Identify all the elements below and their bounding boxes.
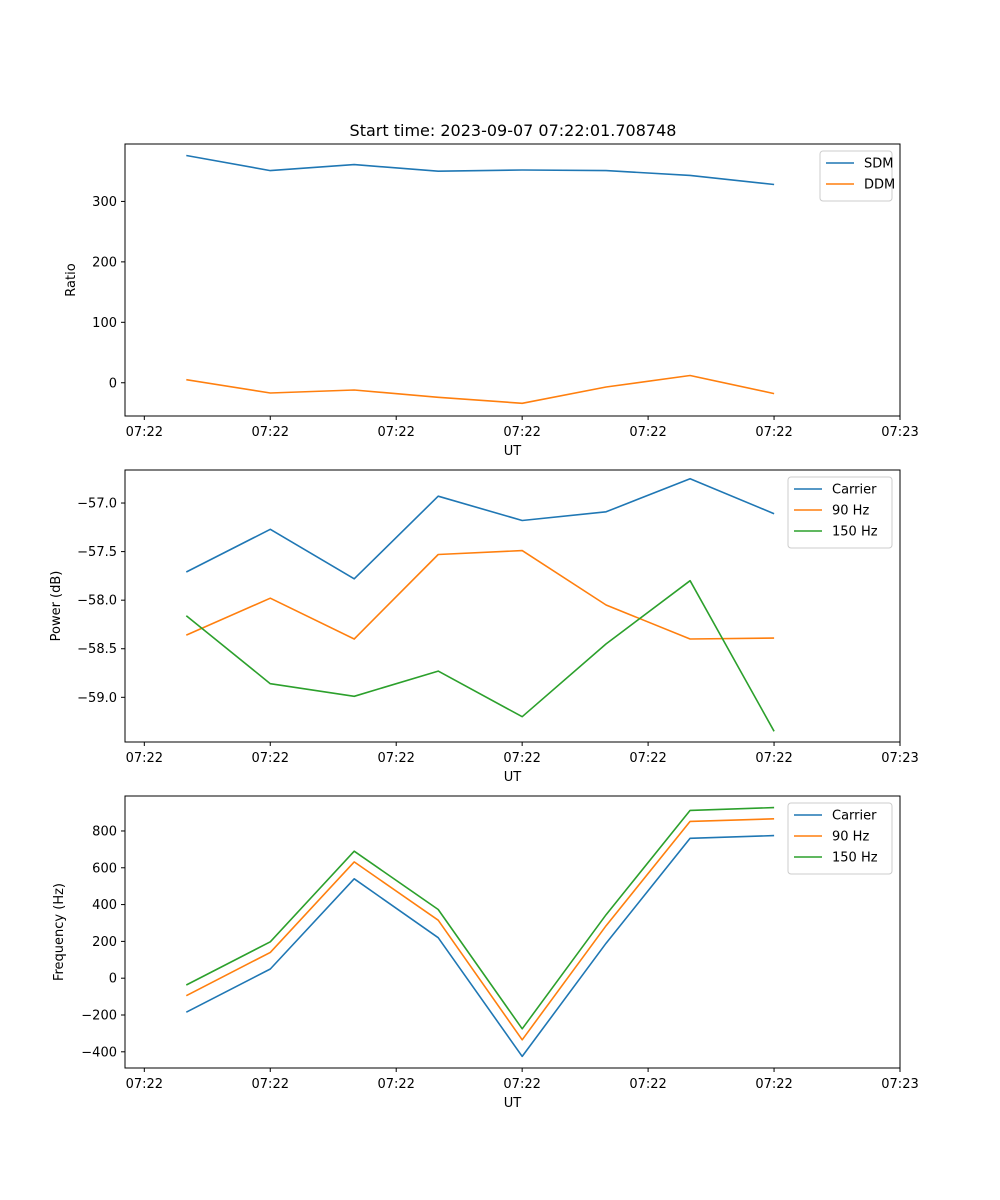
x-tick-label: 07:23 bbox=[881, 1077, 918, 1092]
x-tick-label: 07:22 bbox=[126, 1077, 163, 1092]
y-tick-label: 100 bbox=[92, 316, 117, 331]
x-tick-label: 07:22 bbox=[503, 751, 540, 766]
x-tick-label: 07:22 bbox=[252, 1077, 289, 1092]
y-tick-label: −59.0 bbox=[77, 691, 117, 706]
y-axis-label: Ratio bbox=[64, 263, 79, 296]
x-tick-label: 07:22 bbox=[377, 425, 414, 440]
series-line-90-hz bbox=[185, 549, 775, 640]
x-tick-label: 07:22 bbox=[503, 425, 540, 440]
series-line-sdm bbox=[186, 154, 775, 186]
series-line-ddm bbox=[186, 374, 775, 405]
y-tick-label: 0 bbox=[109, 376, 117, 391]
y-tick-label: −57.0 bbox=[77, 497, 117, 512]
legend-label: 150 Hz bbox=[832, 525, 878, 540]
y-axis-label: Frequency (Hz) bbox=[52, 883, 67, 981]
x-tick-label: 07:22 bbox=[377, 1077, 414, 1092]
legend: Carrier 90 Hz 150 Hz bbox=[787, 802, 893, 875]
y-axis-label: Power (dB) bbox=[49, 571, 64, 642]
x-tick-label: 07:22 bbox=[503, 1077, 540, 1092]
legend: SDM DDM bbox=[819, 150, 895, 202]
legend-label: 90 Hz bbox=[832, 504, 869, 519]
x-axis-label: UT bbox=[504, 1096, 522, 1111]
y-tick-label: −58.5 bbox=[77, 642, 117, 657]
x-tick-label: 07:23 bbox=[881, 751, 918, 766]
x-tick-label: 07:22 bbox=[629, 425, 666, 440]
x-axis-label: UT bbox=[504, 770, 522, 785]
x-tick-label: 07:22 bbox=[629, 751, 666, 766]
frequency-panel: 07:22 07:22 07:22 07:22 07:22 07:22 07:23 −400 −… bbox=[52, 795, 919, 1111]
y-tick-label: 400 bbox=[92, 898, 117, 913]
y-tick-label: 200 bbox=[92, 255, 117, 270]
x-tick-label: 07:22 bbox=[126, 751, 163, 766]
x-axis-label: UT bbox=[504, 444, 522, 459]
x-tick-label: 07:22 bbox=[377, 751, 414, 766]
legend: Carrier 90 Hz 150 Hz bbox=[787, 476, 893, 549]
axes-frame bbox=[124, 143, 901, 417]
y-tick-label: −200 bbox=[81, 1008, 117, 1023]
legend-label: 90 Hz bbox=[832, 830, 869, 845]
y-tick-label: 600 bbox=[92, 861, 117, 876]
legend-label: 150 Hz bbox=[832, 851, 878, 866]
power-panel: 07:22 07:22 07:22 07:22 07:22 07:22 07:23 −59.0… bbox=[49, 469, 919, 785]
y-tick-label: 0 bbox=[109, 972, 117, 987]
legend-label: Carrier bbox=[832, 809, 877, 824]
x-tick-label: 07:22 bbox=[755, 1077, 792, 1092]
y-tick-label: −400 bbox=[81, 1045, 117, 1060]
series-line-150-hz bbox=[185, 806, 775, 1030]
x-tick-label: 07:23 bbox=[881, 425, 918, 440]
y-tick-label: 800 bbox=[92, 824, 117, 839]
x-tick-label: 07:22 bbox=[755, 425, 792, 440]
series-line-carrier bbox=[185, 477, 775, 580]
x-tick-label: 07:22 bbox=[755, 751, 792, 766]
x-tick-label: 07:22 bbox=[629, 1077, 666, 1092]
y-tick-label: 300 bbox=[92, 195, 117, 210]
legend-label: DDM bbox=[864, 178, 895, 193]
x-tick-label: 07:22 bbox=[252, 751, 289, 766]
ratio-panel: 07:22 07:22 07:22 07:22 07:22 07:22 07:23 0 100 2… bbox=[64, 143, 919, 459]
y-tick-label: −57.5 bbox=[77, 545, 117, 560]
y-tick-label: −58.0 bbox=[77, 594, 117, 609]
axes-frame bbox=[124, 795, 901, 1069]
x-tick-label: 07:22 bbox=[126, 425, 163, 440]
series-line-carrier bbox=[185, 834, 775, 1058]
axes-frame bbox=[124, 469, 901, 743]
series-line-150-hz bbox=[185, 579, 775, 732]
legend-label: SDM bbox=[864, 157, 893, 172]
series-line-90-hz bbox=[185, 818, 775, 1041]
y-tick-label: 200 bbox=[92, 935, 117, 950]
x-tick-label: 07:22 bbox=[252, 425, 289, 440]
legend-label: Carrier bbox=[832, 483, 877, 498]
figure-title: Start time: 2023-09-07 07:22:01.708748 bbox=[350, 121, 677, 140]
